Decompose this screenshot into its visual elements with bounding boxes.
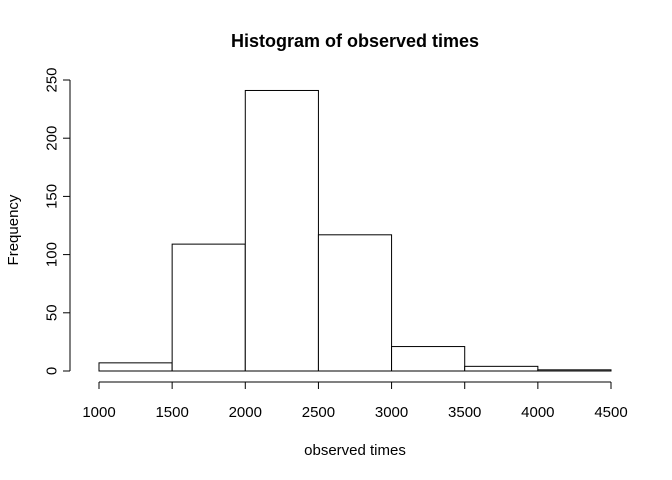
bars-group bbox=[98, 89, 612, 372]
x-tick-label: 2500 bbox=[302, 404, 335, 421]
histogram-bar bbox=[171, 243, 246, 372]
x-tick-label: 2000 bbox=[229, 404, 262, 421]
y-tick-label: 250 bbox=[44, 67, 61, 92]
histogram-bar bbox=[317, 234, 393, 372]
histogram-bar bbox=[244, 89, 319, 372]
histogram-bar bbox=[537, 369, 612, 372]
y-tick-label: 50 bbox=[44, 304, 61, 321]
y-axis-label: Frequency bbox=[5, 194, 22, 265]
x-tick-label: 1000 bbox=[82, 404, 115, 421]
x-tick-label: 3500 bbox=[448, 404, 481, 421]
x-tick-label: 4500 bbox=[594, 404, 627, 421]
x-axis: 1000 1500 2000 2500 3000 3500 4000 4500 bbox=[82, 381, 628, 421]
x-axis-label: observed times bbox=[304, 442, 406, 459]
histogram-bar bbox=[464, 365, 539, 372]
y-tick-label: 200 bbox=[44, 126, 61, 151]
histogram-bar bbox=[98, 362, 173, 372]
y-tick-label: 150 bbox=[44, 184, 61, 209]
y-axis: 0 50 100 150 200 250 bbox=[44, 67, 71, 375]
y-tick-label: 100 bbox=[44, 242, 61, 267]
histogram-bar bbox=[391, 346, 466, 372]
y-tick-label: 0 bbox=[44, 367, 61, 375]
x-tick-label: 3000 bbox=[375, 404, 408, 421]
x-tick-label: 1500 bbox=[155, 404, 188, 421]
x-tick-label: 4000 bbox=[521, 404, 554, 421]
chart-title: Histogram of observed times bbox=[231, 31, 479, 51]
